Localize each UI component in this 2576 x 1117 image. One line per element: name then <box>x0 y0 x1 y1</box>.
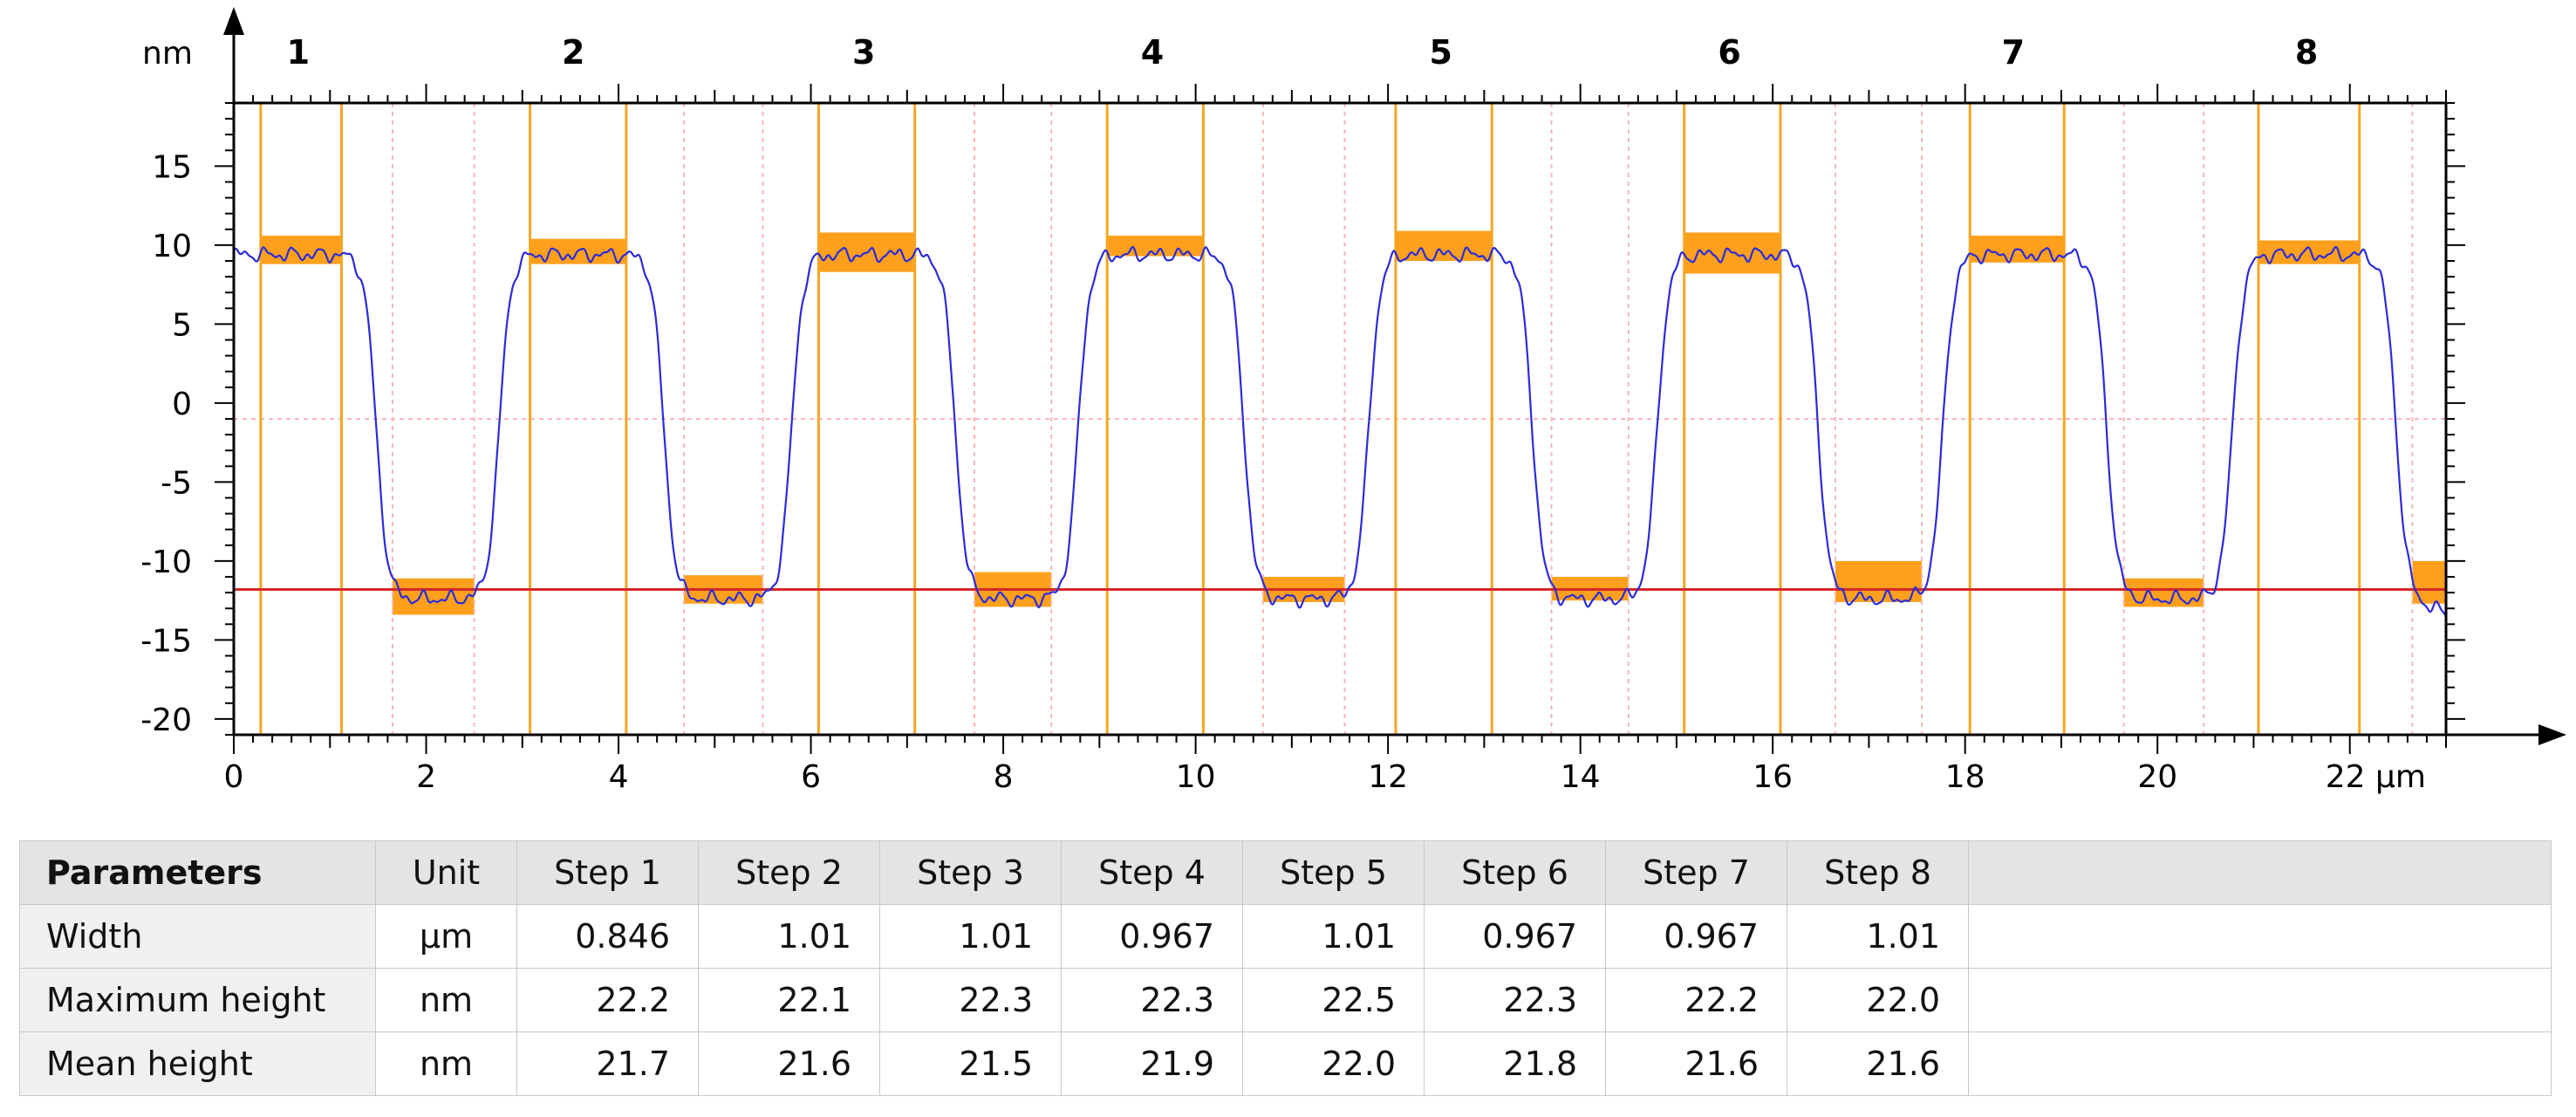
step-number-label: 1 <box>287 33 310 72</box>
row-filler <box>1968 968 2552 1032</box>
cell-value: 1.01 <box>1242 904 1425 969</box>
table-row: Mean height nm 21.7 21.6 21.5 21.9 22.0 … <box>19 1031 2552 1096</box>
x-tick-label: 8 <box>994 759 1014 795</box>
step-number-label: 5 <box>1430 33 1452 72</box>
cell-value: 22.3 <box>1424 968 1606 1032</box>
y-tick-label: 10 <box>152 229 192 264</box>
x-tick-label: 14 <box>1561 759 1601 795</box>
y-tick-label: 5 <box>172 307 192 343</box>
x-tick-label: 16 <box>1753 759 1793 795</box>
row-label-maximum-height: Maximum height <box>19 968 376 1032</box>
cell-value: 21.9 <box>1061 1031 1243 1096</box>
cell-value: 21.7 <box>516 1031 699 1096</box>
header-unit: Unit <box>375 840 517 905</box>
header-step-5: Step 5 <box>1242 840 1425 905</box>
cell-value: 22.3 <box>1061 968 1243 1032</box>
header-filler <box>1968 840 2552 905</box>
table-row: Maximum height nm 22.2 22.1 22.3 22.3 22… <box>19 968 2552 1032</box>
cell-value: 22.0 <box>1242 1031 1425 1096</box>
header-step-6: Step 6 <box>1424 840 1606 905</box>
x-tick-label: 22 µm <box>2326 759 2426 795</box>
step-number-label: 3 <box>852 33 875 72</box>
cell-value: 1.01 <box>698 904 880 969</box>
cell-value: 22.5 <box>1242 968 1425 1032</box>
cell-value: 0.967 <box>1424 904 1606 969</box>
upper-step-band <box>1107 236 1204 257</box>
y-axis-arrow <box>223 7 244 35</box>
y-tick-label: -20 <box>140 702 192 738</box>
row-filler <box>1968 1031 2552 1096</box>
row-label-mean-height: Mean height <box>19 1031 376 1096</box>
cell-value: 22.2 <box>1605 968 1787 1032</box>
header-parameters: Parameters <box>19 840 376 905</box>
x-tick-label: 10 <box>1176 759 1216 795</box>
table-row: Width µm 0.846 1.01 1.01 0.967 1.01 0.96… <box>19 904 2552 969</box>
row-label-width: Width <box>19 904 376 969</box>
upper-step-band <box>1395 230 1493 261</box>
y-tick-label: 0 <box>172 387 192 422</box>
step-number-label: 4 <box>1141 33 1164 72</box>
x-axis-arrow <box>2538 724 2566 745</box>
cell-value: 21.6 <box>1787 1031 1969 1096</box>
x-tick-label: 0 <box>224 759 244 795</box>
row-unit: µm <box>375 904 517 969</box>
row-unit: nm <box>375 968 517 1032</box>
lower-step-band <box>1835 560 1923 602</box>
cell-value: 21.5 <box>879 1031 1062 1096</box>
guide-layer <box>234 103 2446 735</box>
cell-value: 22.0 <box>1787 968 1969 1032</box>
step-number-label: 6 <box>1718 33 1740 72</box>
table-header-row: Parameters Unit Step 1 Step 2 Step 3 Ste… <box>19 840 2552 905</box>
x-tick-label: 20 <box>2137 759 2177 795</box>
y-tick-label: 15 <box>152 149 192 185</box>
cell-value: 0.846 <box>516 904 699 969</box>
axes-layer <box>215 7 2566 754</box>
x-tick-label: 4 <box>609 759 629 795</box>
cell-value: 22.3 <box>879 968 1062 1032</box>
y-tick-label: -15 <box>140 623 192 659</box>
header-step-2: Step 2 <box>698 840 880 905</box>
cell-value: 21.8 <box>1424 1031 1606 1096</box>
lower-step-band <box>2123 578 2204 607</box>
y-axis-unit-label: nm <box>142 36 193 72</box>
step-number-label: 2 <box>562 33 584 72</box>
band-layer <box>260 230 2446 615</box>
row-filler <box>1968 904 2552 969</box>
cell-value: 1.01 <box>879 904 1062 969</box>
parameters-table: Parameters Unit Step 1 Step 2 Step 3 Ste… <box>19 840 2552 1096</box>
header-step-3: Step 3 <box>879 840 1062 905</box>
profile-series-line <box>233 246 2447 617</box>
header-step-1: Step 1 <box>516 840 699 905</box>
y-tick-label: -10 <box>140 545 192 580</box>
header-step-4: Step 4 <box>1061 840 1243 905</box>
cell-value: 0.967 <box>1061 904 1243 969</box>
x-tick-label: 12 <box>1368 759 1408 795</box>
cell-value: 22.1 <box>698 968 880 1032</box>
labels-layer: 0 2 4 6 8 10 12 14 16 18 20 22 µm151050-5-10-15-201… <box>140 33 2426 795</box>
cell-value: 22.2 <box>516 968 699 1032</box>
step-number-label: 8 <box>2295 33 2318 72</box>
x-tick-label: 6 <box>801 759 821 795</box>
header-step-8: Step 8 <box>1787 840 1969 905</box>
row-unit: nm <box>375 1031 517 1096</box>
lower-step-band <box>2412 560 2446 604</box>
line-layer <box>233 246 2447 617</box>
cell-value: 1.01 <box>1787 904 1969 969</box>
header-step-7: Step 7 <box>1605 840 1787 905</box>
cell-value: 21.6 <box>1605 1031 1787 1096</box>
y-tick-label: -5 <box>161 465 192 501</box>
profile-chart: 0 2 4 6 8 10 12 14 16 18 20 22 µm151050-5-10-15-201… <box>140 7 2566 795</box>
x-tick-label: 18 <box>1945 759 1985 795</box>
cell-value: 0.967 <box>1605 904 1787 969</box>
x-tick-label: 2 <box>416 759 436 795</box>
cell-value: 21.6 <box>698 1031 880 1096</box>
step-number-label: 7 <box>2002 33 2025 72</box>
